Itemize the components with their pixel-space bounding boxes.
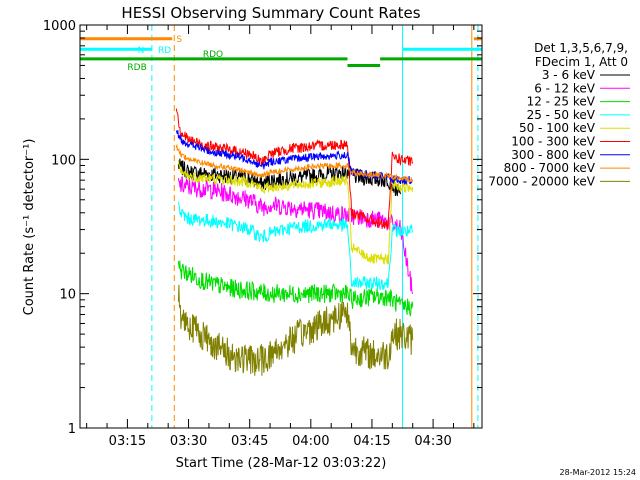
x-tick-label-2: 03:30 — [170, 434, 207, 449]
series-line-8 — [175, 144, 414, 185]
y-tick-label-1: 1 — [68, 422, 76, 437]
legend-label-7: 300 - 800 keV — [511, 148, 595, 162]
legend-label-8: 800 - 7000 keV — [504, 161, 596, 175]
y-tick-label-3: 100 — [51, 153, 76, 168]
x-tick-label-4: 04:00 — [292, 434, 329, 449]
series-line-5 — [177, 159, 414, 265]
legend-label-1: 3 - 6 keV — [542, 68, 596, 82]
x-tick-label-1: 03:15 — [109, 434, 146, 449]
series-line-3 — [177, 260, 414, 318]
x-axis-label: Start Time (28-Mar-12 03:03:22) — [176, 456, 387, 471]
series-line-1 — [177, 158, 401, 197]
series-line-6 — [175, 108, 414, 229]
series-line-2 — [177, 176, 414, 294]
flag-label-n: N — [138, 46, 145, 56]
y-tick-label-2: 10 — [59, 288, 76, 303]
legend-header-line-2: FDecim 1, Att 0 — [535, 55, 628, 69]
legend-label-3: 12 - 25 keV — [527, 95, 596, 109]
series-line-4 — [177, 201, 414, 292]
chart-title: HESSI Observing Summary Count Rates — [121, 4, 420, 22]
axis-ticks: 1 10 100 1000 03:15 03:30 03:45 04:00 04:15 04:30 — [43, 19, 482, 449]
x-tick-label-6: 04:30 — [414, 434, 451, 449]
legend-label-2: 6 - 12 keV — [534, 81, 596, 95]
y-axis-label: Count Rate (s⁻¹ detector⁻¹) — [22, 139, 37, 316]
legend-label-4: 25 - 50 keV — [527, 108, 596, 122]
plot-frame — [79, 24, 483, 429]
legend-label-5: 50 - 100 keV — [519, 121, 596, 135]
y-tick-label-4: 1000 — [43, 19, 76, 34]
footer-date: 28-Mar-2012 15:24 — [560, 468, 637, 477]
x-tick-label-5: 04:15 — [353, 434, 390, 449]
legend-header-line-1: Det 1,3,5,6,7,9, — [534, 41, 628, 55]
x-tick-label-3: 03:45 — [231, 434, 268, 449]
legend-label-6: 100 - 300 keV — [511, 135, 595, 149]
series-line-9 — [177, 284, 414, 376]
flag-label-rdb: RDB — [127, 63, 146, 73]
legend-label-9: 7000 - 20000 keV — [488, 174, 595, 188]
plot-area: S N RD RDB RDO — [80, 25, 482, 428]
flag-label-s: S — [176, 35, 182, 45]
flag-label-rd: RD — [158, 46, 171, 56]
flag-label-rdo: RDO — [203, 50, 223, 60]
